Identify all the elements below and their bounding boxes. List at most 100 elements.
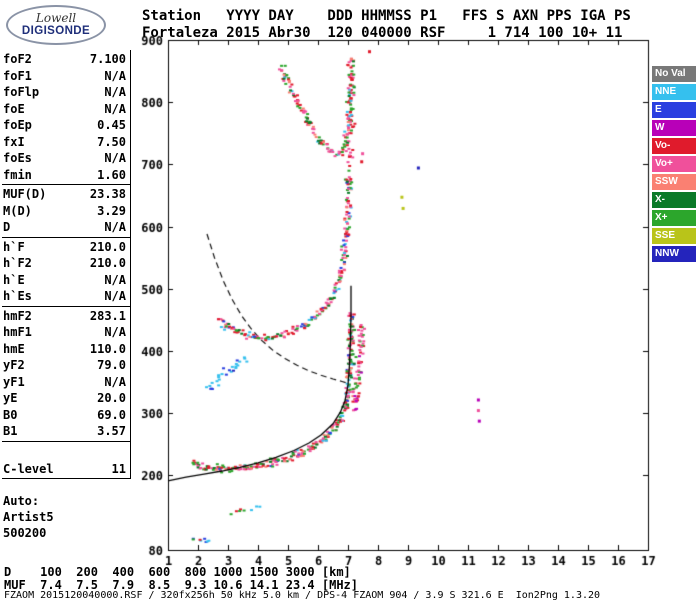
autoscaling-info-line: Auto:: [3, 494, 40, 508]
param-row-hf2: h`F2 210.0: [2, 255, 130, 272]
logo-lowell-text: Lowell: [35, 11, 77, 25]
param-label: yF2: [3, 358, 25, 372]
param-row-fxi: fxI 7.50: [2, 134, 130, 151]
legend-item-nnw: NNW: [652, 246, 696, 262]
param-value: N/A: [104, 325, 126, 339]
param-label: h`F: [3, 239, 25, 254]
param-value: 79.0: [97, 358, 126, 372]
param-value: N/A: [104, 272, 126, 287]
param-row-yf2: yF2 79.0: [2, 357, 130, 374]
param-row-hf: h`F 210.0: [2, 239, 130, 256]
param-label: B0: [3, 407, 18, 422]
param-value: 20.0: [97, 391, 126, 405]
param-row-foflp: foFlp N/A: [2, 84, 130, 101]
param-row-md: M(D) 3.29: [2, 203, 130, 220]
param-value: 69.0: [97, 407, 126, 422]
param-label: hmF1: [3, 325, 32, 339]
param-row-he: h`E N/A: [2, 272, 130, 289]
lowell-digisonde-logo: Lowell DIGISONDE: [6, 5, 106, 45]
param-label: C-level: [3, 461, 54, 476]
legend-item-e: E: [652, 102, 696, 118]
param-row-ye: yE 20.0: [2, 390, 130, 407]
header-station-values: Fortaleza 2015 Abr30 120 040000 RSF 1 71…: [142, 25, 623, 41]
param-value: N/A: [104, 101, 126, 116]
legend-item-no-val: No Val: [652, 66, 696, 82]
autoscaling-info: Auto: Artist5 500200: [2, 493, 131, 541]
param-value: N/A: [104, 220, 126, 234]
param-value: N/A: [104, 289, 126, 303]
autoscaling-info-line: Artist5: [3, 510, 54, 524]
param-label: foF2: [3, 52, 32, 66]
param-value: 11: [111, 461, 126, 476]
param-row-b1: B1 3.57: [2, 423, 130, 440]
param-row-fmin: fmin 1.60: [2, 167, 130, 184]
legend-item-x+: X+: [652, 210, 696, 226]
param-label: foFlp: [3, 85, 40, 99]
param-label: hmF2: [3, 308, 32, 323]
param-label: hmE: [3, 341, 25, 356]
param-label: h`E: [3, 272, 25, 287]
param-value: 3.57: [97, 424, 126, 438]
param-value: 283.1: [89, 308, 126, 323]
param-value: N/A: [104, 85, 126, 99]
param-label: h`Es: [3, 289, 32, 303]
legend-item-nne: NNE: [652, 84, 696, 100]
param-row-yf1: yF1 N/A: [2, 374, 130, 391]
param-label: D: [3, 220, 11, 234]
legend-item-x-: X-: [652, 192, 696, 208]
param-value: 7.50: [97, 134, 126, 149]
param-value: N/A: [104, 374, 126, 389]
param-label: B1: [3, 424, 18, 438]
legend-item-vo+: Vo+: [652, 156, 696, 172]
param-group-3: h`F 210.0 h`F2 210.0 h`E N/A h`Es N/A: [2, 238, 130, 307]
param-label: foE: [3, 101, 25, 116]
param-row-foep: foEp 0.45: [2, 117, 130, 134]
legend-item-ssw: SSW: [652, 174, 696, 190]
param-row-hmf2: hmF2 283.1: [2, 308, 130, 325]
legend-item-sse: SSE: [652, 228, 696, 244]
param-row-b0: B0 69.0: [2, 407, 130, 424]
param-label: fmin: [3, 167, 32, 182]
parameter-groups: foF2 7.100 foF1 N/A foFlp N/A foE N/A foEp 0.45 fx…: [2, 50, 131, 479]
d-muf-table: D 100 200 400 600 800 1000 1500 3000 [km…: [4, 565, 359, 592]
legend-item-vo-: Vo-: [652, 138, 696, 154]
autoscaling-info-line: 500200: [3, 526, 47, 540]
param-group-2: MUF(D) 23.38 M(D) 3.29 D N/A: [2, 185, 130, 238]
param-value: 1.60: [97, 167, 126, 182]
param-value: 3.29: [97, 203, 126, 218]
param-value: 210.0: [89, 239, 126, 254]
param-group-4: hmF2 283.1 hmF1 N/A hmE 110.0 yF2 79.0 yF1 N/A yE 2…: [2, 307, 130, 442]
param-value: 0.45: [97, 118, 126, 132]
param-group-5: C-level 11: [2, 460, 130, 479]
param-label: h`F2: [3, 256, 32, 270]
param-row-mufd: MUF(D) 23.38: [2, 186, 130, 203]
file-info-footer: FZAOM_2015120040000.RSF / 320fx256h 50 k…: [4, 590, 601, 600]
param-group-1: foF2 7.100 foF1 N/A foFlp N/A foE N/A foEp 0.45 fx…: [2, 50, 130, 185]
param-row-foe: foE N/A: [2, 101, 130, 118]
logo-digisonde-text: DIGISONDE: [21, 25, 91, 37]
param-label: fxI: [3, 134, 25, 149]
param-label: M(D): [3, 203, 32, 218]
param-value: N/A: [104, 151, 126, 165]
param-label: yF1: [3, 374, 25, 389]
param-label: yE: [3, 391, 18, 405]
param-value: 7.100: [89, 52, 126, 66]
legend-item-w: W: [652, 120, 696, 136]
param-row-hme: hmE 110.0: [2, 341, 130, 358]
header-column-titles: Station YYYY DAY DDD HHMMSS P1 FFS S AXN…: [142, 8, 631, 24]
param-value: 110.0: [89, 341, 126, 356]
param-label: MUF(D): [3, 187, 47, 201]
param-label: foEp: [3, 118, 32, 132]
scaled-parameters-panel: foF2 7.100 foF1 N/A foFlp N/A foE N/A foEp 0.45 fx…: [2, 50, 131, 541]
param-value: N/A: [104, 68, 126, 83]
param-row-d: D N/A: [2, 219, 130, 236]
doppler-direction-legend: No Val NNE E W Vo- Vo+ SSW X- X+ SSE NNW: [652, 66, 696, 264]
param-label: foEs: [3, 151, 32, 165]
param-label: foF1: [3, 68, 32, 83]
param-row-fof2: foF2 7.100: [2, 51, 130, 68]
param-value: 210.0: [89, 256, 126, 270]
param-row-hmf1: hmF1 N/A: [2, 324, 130, 341]
param-value: 23.38: [89, 187, 126, 201]
param-row-foes: foEs N/A: [2, 150, 130, 167]
